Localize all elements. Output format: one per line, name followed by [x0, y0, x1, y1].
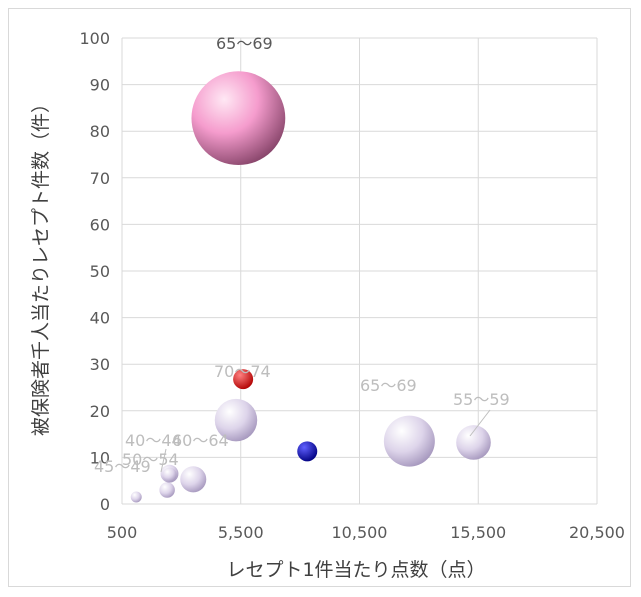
- bubble: [191, 71, 286, 166]
- y-tick-label: 50: [90, 262, 110, 281]
- data-label: 65～69: [216, 34, 273, 53]
- y-tick-label: 20: [90, 402, 110, 421]
- leader-line: [160, 448, 167, 473]
- y-tick-label: 80: [90, 122, 110, 141]
- data-label: 65～69: [360, 376, 417, 395]
- bubble: [180, 466, 207, 493]
- data-label: 45～49: [94, 457, 151, 476]
- data-label: 60～64: [172, 431, 229, 450]
- x-axis-title: レセプト1件当たり点数（点）: [226, 559, 485, 581]
- data-label: 70～74: [214, 362, 271, 381]
- x-tick-label: 10,500: [332, 523, 388, 542]
- data-label: 55～59: [453, 390, 510, 409]
- chart-frame: [8, 8, 631, 587]
- bubble: [130, 491, 142, 503]
- y-tick-label: 40: [90, 309, 110, 328]
- y-tick-label: 90: [90, 76, 110, 95]
- bubble: [159, 482, 175, 498]
- y-tick-label: 0: [100, 495, 110, 514]
- data-label: 40～44: [125, 431, 182, 450]
- data-label: 50～54: [122, 450, 179, 469]
- y-tick-label: 100: [79, 29, 110, 48]
- x-tick-label: 20,500: [569, 523, 625, 542]
- y-tick-label: 70: [90, 169, 110, 188]
- bubble: [233, 369, 254, 390]
- y-tick-label: 60: [90, 215, 110, 234]
- bubble: [297, 441, 318, 462]
- y-tick-label: 30: [90, 355, 110, 374]
- bubble: [456, 425, 491, 460]
- y-axis-title: 被保険者千人当たりレセプト件数（件）: [30, 94, 52, 436]
- x-tick-label: 15,500: [450, 523, 506, 542]
- leader-line: [469, 409, 491, 437]
- x-tick-label: 500: [107, 523, 138, 542]
- x-tick-label: 5,500: [218, 523, 264, 542]
- bubble: [383, 415, 435, 467]
- bubble: [162, 467, 177, 482]
- bubble: [214, 398, 258, 442]
- y-tick-label: 10: [90, 448, 110, 467]
